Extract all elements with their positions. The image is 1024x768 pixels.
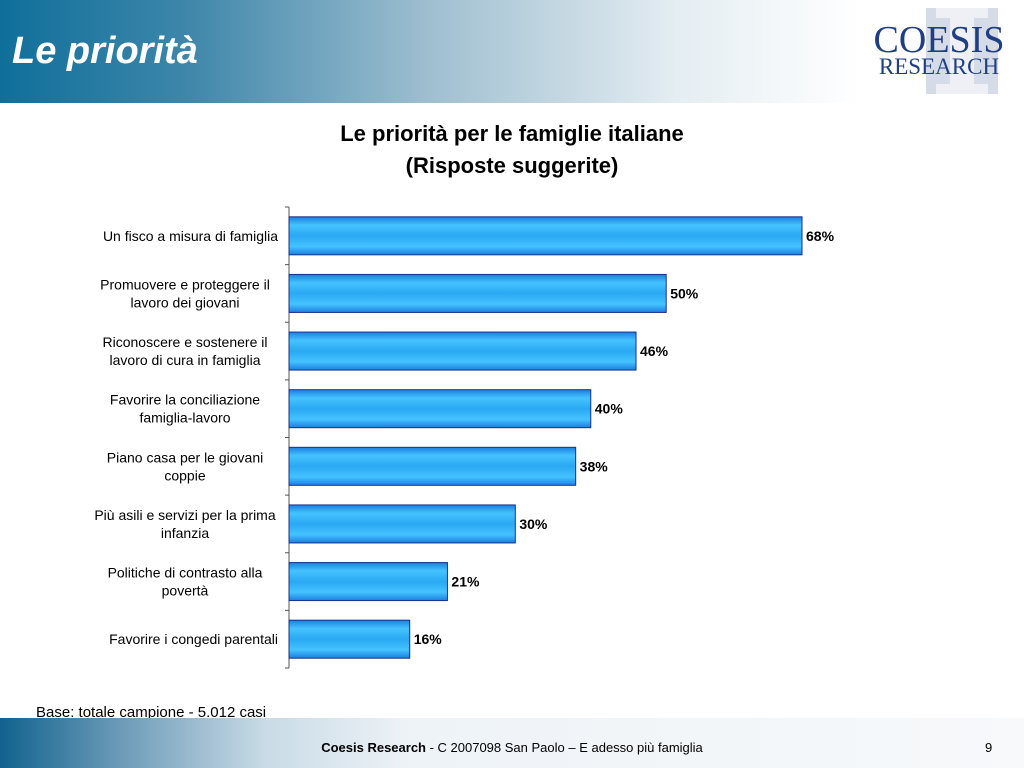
footer-text: Coesis Research - C 2007098 San Paolo – …: [0, 740, 1024, 755]
bar: [288, 389, 592, 429]
category-label: lavoro di cura in famiglia: [110, 352, 261, 368]
category-label: Promuovere e proteggere il: [100, 276, 270, 292]
bar: [288, 446, 577, 486]
category-label: Favorire i congedi parentali: [109, 631, 278, 647]
bar: [288, 619, 411, 659]
base-note: Base: totale campione - 5.012 casi: [36, 704, 267, 721]
chart-title-line1: Le priorità per le famiglie italiane: [340, 121, 684, 146]
logo-text-line2: RESEARCH: [879, 54, 999, 79]
category-label: Più asili e servizi per la prima: [94, 507, 275, 523]
category-label: povertà: [162, 583, 209, 599]
category-label: Piano casa per le giovani: [107, 449, 263, 465]
bar-value-label: 30%: [519, 516, 548, 532]
footer-info: - C 2007098 San Paolo – E adesso più fam…: [425, 740, 703, 755]
logo-text-line1: COESIS: [874, 19, 1005, 61]
category-label: coppie: [164, 467, 205, 483]
coesis-research-logo: COESIS RESEARCH: [874, 8, 1005, 94]
chart-title-line2: (Risposte suggerite): [405, 153, 619, 178]
bar: [288, 216, 803, 256]
bar: [288, 331, 637, 371]
bar-value-label: 40%: [595, 401, 624, 417]
bar: [288, 273, 667, 313]
category-label: Politiche di contrasto alla: [108, 565, 263, 581]
page-number: 9: [985, 740, 993, 755]
category-label: famiglia-lavoro: [139, 410, 230, 426]
footer-brand: Coesis Research: [321, 740, 426, 755]
header-banner: Le priorità: [0, 0, 1024, 103]
category-label: lavoro dei giovani: [131, 294, 240, 310]
category-label: infanzia: [161, 525, 209, 541]
chart-title: Le priorità per le famiglie italiane (Ri…: [0, 118, 1024, 182]
bar-value-label: 50%: [670, 285, 699, 301]
slide-title: Le priorità: [12, 30, 198, 72]
category-label: Riconoscere e sostenere il: [103, 334, 268, 350]
footer-banner: [0, 718, 1024, 768]
bar: [288, 562, 448, 602]
category-label: Un fisco a misura di famiglia: [103, 228, 278, 244]
bar-value-label: 46%: [640, 343, 669, 359]
bar-value-label: 16%: [414, 631, 443, 647]
category-label: Favorire la conciliazione: [110, 392, 260, 408]
bar: [288, 504, 516, 544]
bar-chart: 68% Un fisco a misura di famiglia 50% Promu…: [94, 206, 835, 669]
bar-value-label: 68%: [806, 228, 835, 244]
bar-value-label: 38%: [580, 458, 609, 474]
bar-value-label: 21%: [451, 574, 480, 590]
